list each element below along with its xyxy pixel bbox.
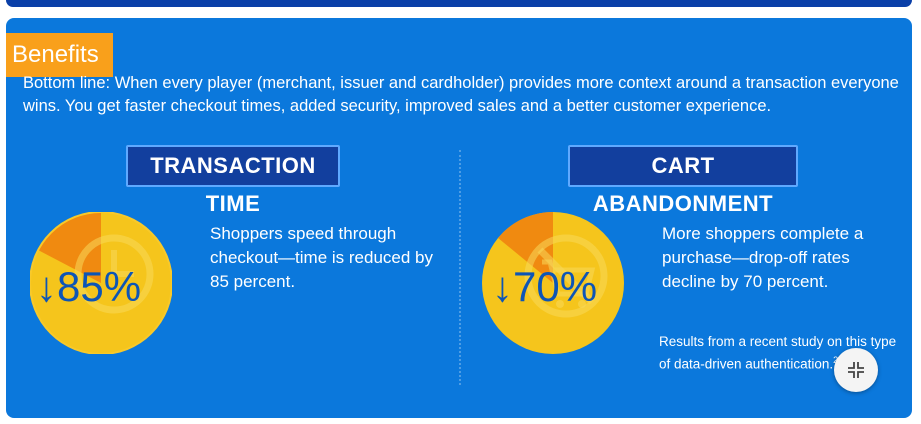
cart-abandonment-stat: ↓70%	[492, 262, 597, 312]
transaction-time-percent: 85%	[57, 263, 142, 310]
benefits-tab-label: Benefits	[6, 33, 113, 77]
collapse-arrows-icon	[848, 362, 864, 378]
cart-abandonment-heading: CART ABANDONMENT	[568, 145, 798, 216]
top-header-bar	[6, 0, 912, 7]
footnote-text: Results from a recent study on this type…	[659, 334, 897, 372]
clock-icon	[30, 212, 172, 354]
no-cart-icon	[482, 212, 624, 354]
down-arrow-icon: ↓	[492, 263, 513, 310]
transaction-time-description: Shoppers speed through checkout—time is …	[210, 224, 433, 291]
transaction-time-heading: TRANSACTION TIME	[126, 145, 340, 216]
footnote: Results from a recent study on this type…	[659, 332, 899, 374]
collapse-button[interactable]	[834, 348, 878, 392]
transaction-time-stat: ↓85%	[36, 262, 141, 312]
intro-paragraph: Bottom line: When every player (merchant…	[23, 74, 899, 115]
benefits-panel: Benefits	[6, 18, 912, 418]
column-divider	[459, 150, 461, 385]
transaction-time-gauge	[30, 212, 172, 354]
down-arrow-icon: ↓	[36, 263, 57, 310]
cart-abandonment-gauge	[482, 212, 624, 354]
cart-abandonment-percent: 70%	[513, 263, 598, 310]
cart-abandonment-description: More shoppers complete a purchase—drop-o…	[662, 224, 864, 291]
